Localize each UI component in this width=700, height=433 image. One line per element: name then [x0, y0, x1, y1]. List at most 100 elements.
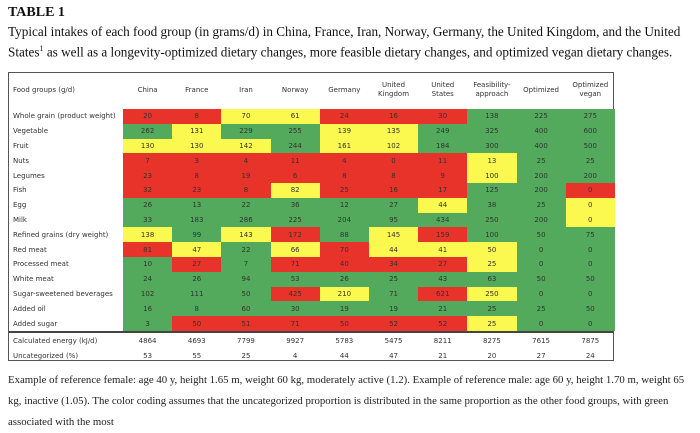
table-cell: 0 [565, 242, 615, 257]
table-cell: 71 [368, 286, 419, 302]
column-header: France [172, 75, 221, 105]
table-cell: 53 [270, 271, 320, 287]
table-cell: 11 [418, 153, 468, 169]
table-cell: 9927 [286, 337, 305, 346]
summary-row: Uncategorized (%) 53 55 25 4 44 47 21 20 27 24 [9, 349, 615, 364]
header-row: Food groups (g/d) China France Iran Norway G… [9, 75, 615, 105]
table-cell: 16 [368, 183, 419, 198]
table-cell: 24 [123, 271, 173, 287]
divider [9, 331, 613, 333]
table-cell: 33 [123, 212, 173, 228]
table-cell: 0 [565, 212, 615, 228]
table-cell: 300 [467, 138, 517, 154]
table-cell: 30 [270, 301, 320, 317]
table-cell: 60 [221, 301, 271, 317]
row-label: White meat [13, 275, 54, 284]
table-cell: 25 [467, 257, 517, 272]
table-cell: 25 [516, 153, 566, 169]
column-header-text: States [431, 90, 454, 98]
table-cell: 66 [270, 242, 320, 257]
table-cell: 24 [585, 352, 595, 361]
row-label: Fruit [13, 141, 29, 150]
table-cell: 225 [270, 212, 320, 228]
table-cell: 229 [221, 123, 271, 139]
row-label: Vegetable [13, 127, 49, 136]
table-cell: 600 [565, 123, 615, 139]
table-cell: 4693 [187, 337, 206, 346]
table-cell: 0 [516, 257, 566, 272]
table-cell: 41 [418, 242, 468, 257]
table-cell: 44 [339, 352, 349, 361]
table-cell: 50 [565, 271, 615, 287]
table-cell: 47 [389, 352, 398, 361]
table-cell: 425 [270, 286, 320, 302]
table-cell: 30 [418, 109, 468, 124]
table-cell: 4 [292, 352, 298, 361]
table-cell: 94 [221, 271, 271, 287]
table-row: Refined grains (dry weight) 138 99 143 172 88… [9, 227, 615, 243]
table-cell: 17 [418, 183, 468, 198]
table-cell: 262 [123, 123, 173, 139]
column-header: Feasibility-approach [467, 75, 516, 105]
table-cell: 0 [565, 316, 615, 331]
table-cell: 20 [487, 352, 497, 361]
column-header: United Kingdom [369, 75, 418, 105]
row-label: Milk [13, 215, 27, 224]
row-label: Processed meat [13, 260, 69, 269]
table-cell: 125 [467, 183, 517, 198]
column-header-text: Norway [281, 85, 309, 94]
table-row: Fish 32 23 8 82 25 16 17 125 200 0 [9, 183, 615, 198]
column-header-text: United [382, 81, 406, 89]
table-cell: 161 [319, 138, 369, 154]
table-cell: 34 [368, 257, 419, 272]
table-cell: 4 [221, 153, 271, 169]
table-cell: 250 [467, 212, 517, 228]
row-label: Added oil [13, 304, 46, 313]
table-row: White meat 24 26 94 53 26 25 43 63 50 50 [9, 271, 615, 287]
table-cell: 0 [368, 153, 419, 169]
row-label: Sugar-sweetened beverages [13, 289, 113, 298]
table-cell: 13 [172, 197, 222, 213]
table-cell: 8 [172, 109, 222, 124]
table-cell: 172 [270, 227, 320, 243]
table-cell: 71 [270, 316, 320, 331]
caption-text: Typical intakes of each food group (in g… [8, 24, 681, 60]
table-cell: 38 [467, 197, 517, 213]
table-row: Added oil 16 8 60 30 19 19 21 25 25 50 [9, 301, 615, 317]
table-cell: 50 [467, 242, 517, 257]
table-cell: 81 [123, 242, 173, 257]
table-cell: 0 [565, 197, 615, 213]
table-cell: 8 [172, 168, 222, 183]
table-cell: 50 [319, 316, 369, 331]
table-cell: 25 [516, 301, 566, 317]
table-row: Milk 33 183 286 225 204 95 434 250 200 0 [9, 212, 615, 228]
table-cell: 244 [270, 138, 320, 154]
table-cell: 95 [368, 212, 419, 228]
table-cell: 138 [123, 227, 173, 243]
table-cell: 275 [565, 109, 615, 124]
table-cell: 286 [221, 212, 271, 228]
column-header: United States [418, 75, 467, 105]
table-cell: 26 [319, 271, 369, 287]
table-cell: 3 [123, 316, 173, 331]
table-cell: 200 [565, 168, 615, 183]
table-cell: 7799 [237, 337, 255, 346]
table-cell: 7615 [532, 337, 550, 346]
column-header-text: France [185, 85, 209, 94]
table-cell: 102 [368, 138, 419, 154]
table-cell: 8 [319, 168, 369, 183]
table-cell: 25 [467, 316, 517, 331]
table-cell: 131 [172, 123, 222, 139]
table-cell: 26 [172, 271, 222, 287]
table-cell: 25 [319, 183, 369, 198]
table-cell: 100 [467, 227, 517, 243]
table-cell: 204 [319, 212, 369, 228]
table-row: Processed meat 10 27 7 71 40 34 27 25 0 0 [9, 257, 615, 272]
table-cell: 50 [516, 227, 566, 243]
table-cell: 13 [467, 153, 517, 169]
table-caption: Typical intakes of each food group (in g… [8, 23, 698, 60]
table-cell: 25 [467, 301, 517, 317]
table-row: Fruit 130 130 142 244 161 102 184 300 400 500 [9, 138, 615, 154]
row-label: Calculated energy (kJ/d) [13, 337, 98, 346]
table-cell: 4864 [138, 337, 157, 346]
